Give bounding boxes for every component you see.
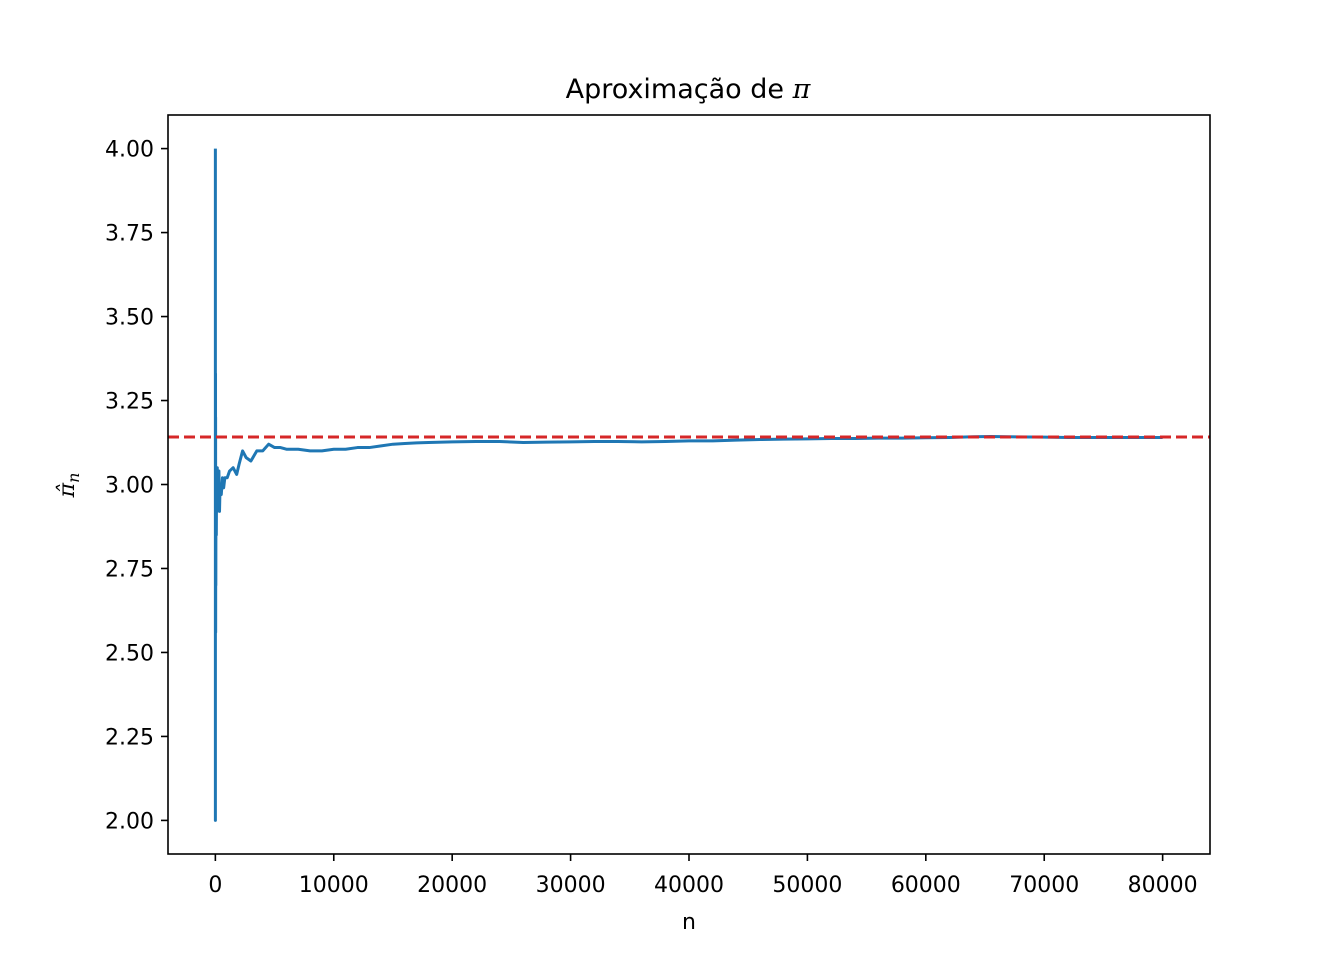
series-line [213, 148, 1163, 822]
y-tick-label: 3.75 [105, 222, 154, 247]
plot-frame [167, 114, 1211, 855]
y-tick-label: 3.00 [105, 474, 154, 499]
y-tick-label: 4.00 [105, 138, 154, 163]
x-axis: 0 10000 20000 30000 40000 50000 60000 70000 8000… [208, 854, 1198, 898]
x-tick-label: 40000 [654, 873, 724, 898]
y-axis-label: π̂n [55, 473, 83, 499]
y-axis: 2.00 2.25 2.50 2.75 3.00 3.25 3.50 3.75 4.00 [105, 138, 168, 834]
y-tick-label: 3.50 [105, 306, 154, 331]
x-tick-label: 0 [208, 873, 222, 898]
y-tick-label: 2.75 [105, 557, 154, 582]
x-axis-label: n [682, 910, 696, 935]
x-tick-label: 10000 [299, 873, 369, 898]
y-tick-label: 3.25 [105, 390, 154, 415]
y-tick-label: 2.50 [105, 641, 154, 666]
y-tick-label: 2.25 [105, 725, 154, 750]
x-tick-label: 30000 [536, 873, 606, 898]
x-tick-label: 50000 [772, 873, 842, 898]
chart-title: Aproximação de π [566, 74, 812, 105]
y-tick-label: 2.00 [105, 809, 154, 834]
x-tick-label: 20000 [417, 873, 487, 898]
x-tick-label: 80000 [1128, 873, 1198, 898]
x-tick-label: 60000 [891, 873, 961, 898]
plot-area [168, 148, 1210, 822]
x-tick-label: 70000 [1009, 873, 1079, 898]
